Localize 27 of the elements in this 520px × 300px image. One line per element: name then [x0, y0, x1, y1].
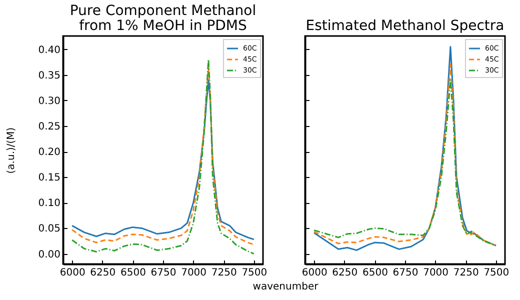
- x-tick-label: 6000: [60, 268, 86, 278]
- y-tick-label: 0.05: [38, 224, 60, 235]
- x-axis-title: wavenumber: [252, 282, 320, 292]
- x-tick-label: 6750: [392, 268, 418, 278]
- x-tick-label: 6250: [332, 268, 358, 278]
- y-tick-label: 0.40: [38, 44, 60, 56]
- x-tick-label: 6250: [90, 268, 116, 278]
- chart-title: Estimated Methanol Spectra: [306, 18, 504, 34]
- x-tick-label: 6500: [120, 268, 146, 278]
- x-tick-label: 6000: [302, 268, 328, 278]
- y-tick-label: 0.30: [38, 96, 60, 107]
- x-tick-label: 7500: [484, 268, 510, 278]
- x-tick-label: 6750: [150, 268, 176, 278]
- x-tick-label: 7250: [211, 268, 237, 278]
- y-tick-label: 0.35: [38, 70, 60, 82]
- x-tick-label: 7500: [242, 268, 268, 278]
- y-tick-label: 0.00: [38, 249, 60, 260]
- y-tick-label: 0.15: [38, 172, 60, 184]
- y-tick-label: 0.10: [38, 198, 60, 210]
- x-tick-label: 6500: [362, 268, 388, 278]
- y-axis-title: (a.u.)/(M): [6, 127, 18, 174]
- chart-title: Pure Component Methanol from 1% MeOH in PDMS: [70, 3, 256, 34]
- x-tick-label: 7250: [453, 268, 479, 278]
- x-tick-label: 7000: [423, 268, 449, 278]
- x-tick-label: 7000: [181, 268, 207, 278]
- y-tick-label: 0.20: [38, 147, 60, 158]
- y-tick-label: 0.25: [38, 121, 60, 132]
